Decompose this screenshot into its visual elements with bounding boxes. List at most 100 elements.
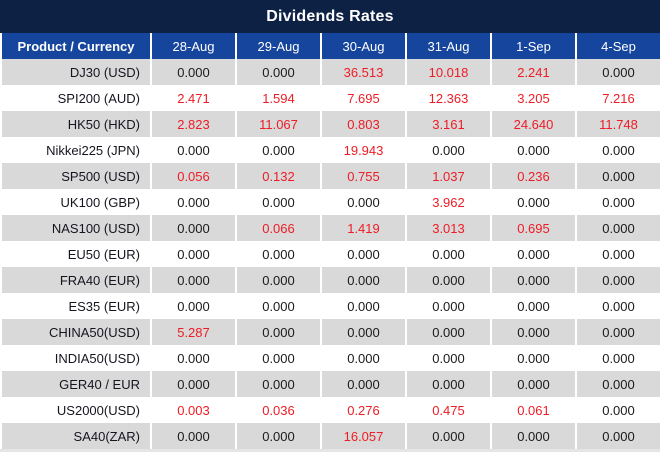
product-cell: HK50 (HKD) xyxy=(0,111,152,137)
value-cell: 0.000 xyxy=(405,371,492,397)
table-row: SPI200 (AUD) 2.471 1.594 7.695 12.363 3.205 7.… xyxy=(0,85,660,111)
value-cell: 0.000 xyxy=(575,371,660,397)
value-cell: 0.000 xyxy=(235,59,322,85)
value-cell: 0.000 xyxy=(490,319,577,345)
value-cell: 3.161 xyxy=(405,111,492,137)
table-row: UK100 (GBP) 0.000 0.000 0.000 3.962 0.000 0.00… xyxy=(0,189,660,215)
value-cell: 7.216 xyxy=(575,85,660,111)
date-column-header: 28-Aug xyxy=(150,33,237,59)
product-cell: DJ30 (USD) xyxy=(0,59,152,85)
date-column-header: 1-Sep xyxy=(490,33,577,59)
value-cell: 0.000 xyxy=(150,215,237,241)
date-column-header: 31-Aug xyxy=(405,33,492,59)
value-cell: 0.000 xyxy=(235,345,322,371)
value-cell: 0.000 xyxy=(575,423,660,449)
table-row: FRA40 (EUR) 0.000 0.000 0.000 0.000 0.000 0.00… xyxy=(0,267,660,293)
value-cell: 0.000 xyxy=(405,241,492,267)
product-cell: SPI200 (AUD) xyxy=(0,85,152,111)
product-currency-column-header: Product / Currency xyxy=(0,33,152,59)
value-cell: 0.000 xyxy=(320,371,407,397)
value-cell: 0.000 xyxy=(235,319,322,345)
value-cell: 19.943 xyxy=(320,137,407,163)
value-cell: 0.000 xyxy=(575,267,660,293)
value-cell: 0.000 xyxy=(320,267,407,293)
table-row: HK50 (HKD) 2.823 11.067 0.803 3.161 24.640 11.… xyxy=(0,111,660,137)
product-cell: EU50 (EUR) xyxy=(0,241,152,267)
value-cell: 0.000 xyxy=(405,345,492,371)
value-cell: 11.748 xyxy=(575,111,660,137)
product-cell: SA40(ZAR) xyxy=(0,423,152,449)
date-column-header: 4-Sep xyxy=(575,33,660,59)
product-cell: INDIA50(USD) xyxy=(0,345,152,371)
value-cell: 2.471 xyxy=(150,85,237,111)
date-column-header: 29-Aug xyxy=(235,33,322,59)
value-cell: 0.000 xyxy=(320,241,407,267)
value-cell: 0.000 xyxy=(490,267,577,293)
table-body: DJ30 (USD) 0.000 0.000 36.513 10.018 2.241 0.0… xyxy=(0,59,660,449)
table-row: Nikkei225 (JPN) 0.000 0.000 19.943 0.000 0.00… xyxy=(0,137,660,163)
value-cell: 36.513 xyxy=(320,59,407,85)
value-cell: 0.000 xyxy=(490,423,577,449)
table-row: SP500 (USD) 0.056 0.132 0.755 1.037 0.236 0.00… xyxy=(0,163,660,189)
value-cell: 11.067 xyxy=(235,111,322,137)
value-cell: 0.061 xyxy=(490,397,577,423)
value-cell: 0.000 xyxy=(320,293,407,319)
value-cell: 0.000 xyxy=(575,293,660,319)
table-row: SA40(ZAR) 0.000 0.000 16.057 0.000 0.000 0.000 xyxy=(0,423,660,449)
value-cell: 12.363 xyxy=(405,85,492,111)
widget-title: Dividends Rates xyxy=(0,0,660,33)
value-cell: 0.000 xyxy=(575,189,660,215)
product-cell: CHINA50(USD) xyxy=(0,319,152,345)
product-cell: ES35 (EUR) xyxy=(0,293,152,319)
value-cell: 5.287 xyxy=(150,319,237,345)
value-cell: 0.000 xyxy=(490,293,577,319)
table-row: US2000(USD) 0.003 0.036 0.276 0.475 0.061 0.00… xyxy=(0,397,660,423)
value-cell: 0.000 xyxy=(150,267,237,293)
value-cell: 0.000 xyxy=(150,423,237,449)
product-cell: UK100 (GBP) xyxy=(0,189,152,215)
value-cell: 0.000 xyxy=(150,59,237,85)
date-column-header: 30-Aug xyxy=(320,33,407,59)
value-cell: 0.000 xyxy=(235,267,322,293)
table-row: INDIA50(USD) 0.000 0.000 0.000 0.000 0.000 0.0… xyxy=(0,345,660,371)
value-cell: 0.475 xyxy=(405,397,492,423)
value-cell: 0.755 xyxy=(320,163,407,189)
value-cell: 0.000 xyxy=(150,293,237,319)
value-cell: 0.000 xyxy=(405,293,492,319)
dividends-table: Product / Currency 28-Aug 29-Aug 30-Aug 31-A… xyxy=(0,33,660,449)
value-cell: 0.000 xyxy=(490,345,577,371)
value-cell: 0.132 xyxy=(235,163,322,189)
value-cell: 0.236 xyxy=(490,163,577,189)
value-cell: 24.640 xyxy=(490,111,577,137)
bottom-edge-strip xyxy=(0,449,660,452)
product-cell: NAS100 (USD) xyxy=(0,215,152,241)
value-cell: 1.419 xyxy=(320,215,407,241)
value-cell: 0.276 xyxy=(320,397,407,423)
value-cell: 0.000 xyxy=(490,241,577,267)
table-row: DJ30 (USD) 0.000 0.000 36.513 10.018 2.241 0.0… xyxy=(0,59,660,85)
value-cell: 0.000 xyxy=(405,319,492,345)
value-cell: 16.057 xyxy=(320,423,407,449)
value-cell: 0.000 xyxy=(235,189,322,215)
value-cell: 0.803 xyxy=(320,111,407,137)
value-cell: 0.000 xyxy=(235,423,322,449)
header-row: Product / Currency 28-Aug 29-Aug 30-Aug 31-A… xyxy=(0,33,660,59)
value-cell: 0.000 xyxy=(150,189,237,215)
value-cell: 0.000 xyxy=(150,241,237,267)
value-cell: 0.000 xyxy=(575,397,660,423)
value-cell: 0.000 xyxy=(405,423,492,449)
value-cell: 2.241 xyxy=(490,59,577,85)
value-cell: 0.000 xyxy=(320,345,407,371)
value-cell: 0.000 xyxy=(235,371,322,397)
value-cell: 0.000 xyxy=(575,137,660,163)
value-cell: 0.000 xyxy=(575,319,660,345)
value-cell: 3.962 xyxy=(405,189,492,215)
value-cell: 0.036 xyxy=(235,397,322,423)
value-cell: 0.000 xyxy=(405,267,492,293)
value-cell: 0.000 xyxy=(150,345,237,371)
value-cell: 0.000 xyxy=(575,59,660,85)
value-cell: 0.000 xyxy=(575,241,660,267)
table-row: ES35 (EUR) 0.000 0.000 0.000 0.000 0.000 0.000 xyxy=(0,293,660,319)
value-cell: 0.000 xyxy=(490,137,577,163)
